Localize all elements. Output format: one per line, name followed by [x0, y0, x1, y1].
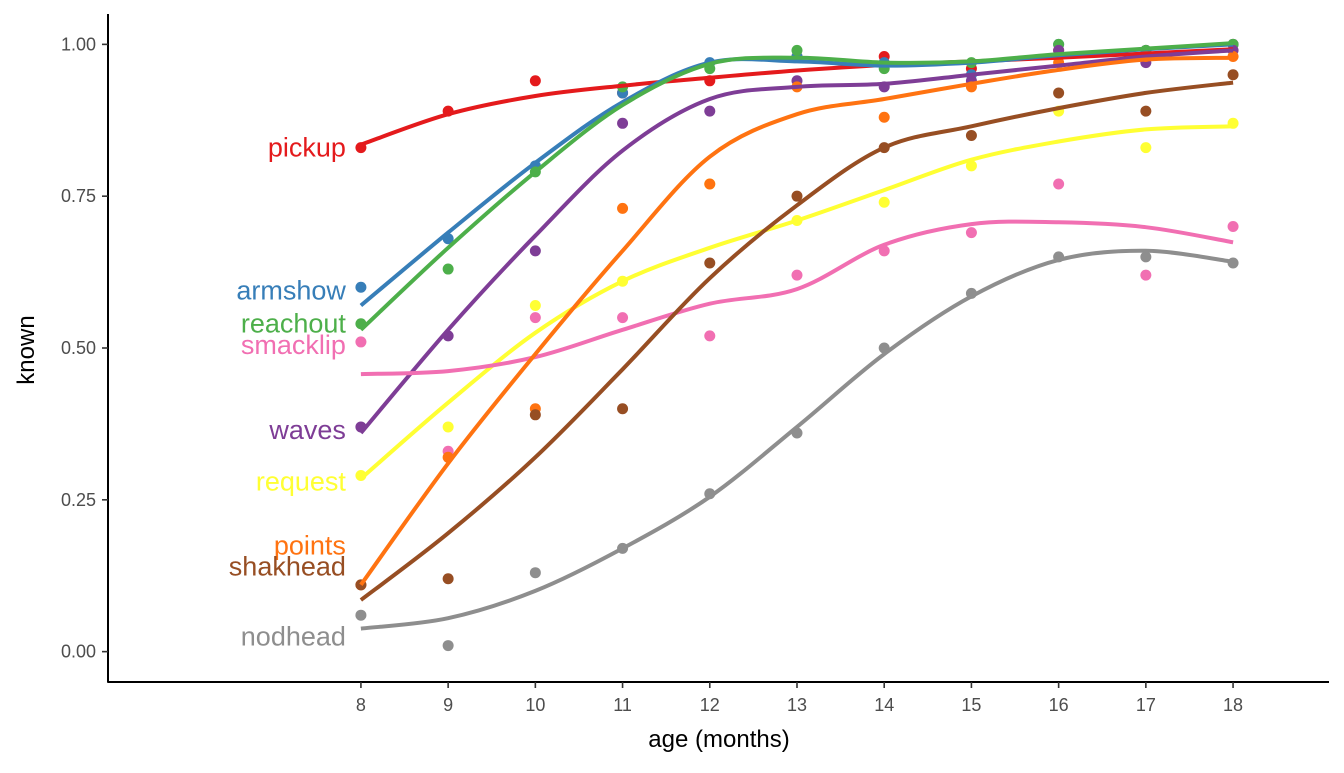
line-request: [359, 124, 1234, 481]
point-reachout: [791, 44, 803, 56]
point-points: [617, 202, 629, 214]
label-smacklip: smacklip: [241, 330, 346, 360]
x-tick-label: 12: [700, 695, 720, 715]
y-tick-label: 0.25: [61, 490, 96, 510]
point-points: [878, 111, 890, 123]
x-tick-label: 13: [787, 695, 807, 715]
x-axis-title: age (months): [648, 726, 789, 753]
y-tick-label: 1.00: [61, 34, 96, 54]
point-smacklip: [1227, 221, 1239, 233]
point-smacklip: [1140, 269, 1152, 281]
label-nodhead: nodhead: [241, 621, 346, 651]
axes: 8 9 10 11 12 13 14 15 16 17 18 0.00 0.25 0.50 0.75 1.00: [61, 14, 1329, 715]
point-shakhead: [791, 190, 803, 202]
point-smacklip: [529, 312, 541, 324]
point-shakhead: [442, 573, 454, 585]
y-tick-label: 0.50: [61, 338, 96, 358]
x-tick-label: 11: [613, 695, 632, 715]
point-shakhead: [1053, 87, 1065, 99]
x-tick-label: 8: [356, 695, 366, 715]
x-tick-label: 16: [1049, 695, 1069, 715]
line-smacklip: [360, 219, 1234, 377]
point-nodhead: [355, 609, 367, 621]
point-smacklip: [617, 312, 629, 324]
point-request: [529, 299, 541, 311]
y-tick-label: 0.00: [61, 642, 96, 662]
point-shakhead: [1227, 69, 1239, 81]
x-tick-label: 15: [961, 695, 981, 715]
point-smacklip: [704, 330, 716, 342]
y-axis-title: known: [13, 315, 40, 384]
point-armshow: [355, 281, 367, 293]
line-shakhead: [359, 80, 1234, 602]
point-smacklip: [878, 245, 890, 257]
label-reachout: reachout: [241, 309, 347, 339]
point-reachout: [442, 263, 454, 275]
label-pickup: pickup: [268, 133, 346, 163]
point-smacklip: [791, 269, 803, 281]
point-nodhead: [1140, 251, 1152, 263]
point-shakhead: [704, 257, 716, 269]
label-request: request: [256, 467, 347, 497]
x-tick-label: 10: [525, 695, 545, 715]
point-shakhead: [529, 409, 541, 421]
line-pickup: [360, 47, 1234, 147]
y-tick-label: 0.75: [61, 186, 96, 206]
x-tick-label: 14: [874, 695, 894, 715]
x-tick-label: 18: [1223, 695, 1243, 715]
point-waves: [617, 117, 629, 129]
point-request: [878, 196, 890, 208]
point-request: [965, 160, 977, 172]
point-shakhead: [965, 129, 977, 141]
point-waves: [704, 105, 716, 117]
point-smacklip: [1053, 178, 1065, 190]
point-pickup: [529, 75, 541, 87]
label-waves: waves: [268, 415, 346, 445]
data-points: [355, 38, 1239, 652]
label-armshow: armshow: [236, 275, 346, 305]
point-points: [704, 178, 716, 190]
point-shakhead: [617, 403, 629, 415]
point-request: [1140, 142, 1152, 154]
label-points: points: [274, 530, 346, 560]
line-reachout: [359, 41, 1234, 332]
x-tick-label: 17: [1136, 695, 1156, 715]
label-shakhead: shakhead: [229, 552, 346, 582]
point-request: [442, 421, 454, 433]
line-waves: [359, 48, 1234, 435]
point-smacklip: [355, 336, 367, 348]
smooth-lines: [359, 41, 1234, 631]
point-nodhead: [442, 640, 454, 652]
line-points: [359, 55, 1234, 586]
x-tick-label: 9: [443, 695, 453, 715]
point-shakhead: [1140, 105, 1152, 117]
point-waves: [529, 245, 541, 257]
line-nodhead: [360, 248, 1234, 631]
point-smacklip: [965, 227, 977, 239]
point-nodhead: [529, 567, 541, 579]
